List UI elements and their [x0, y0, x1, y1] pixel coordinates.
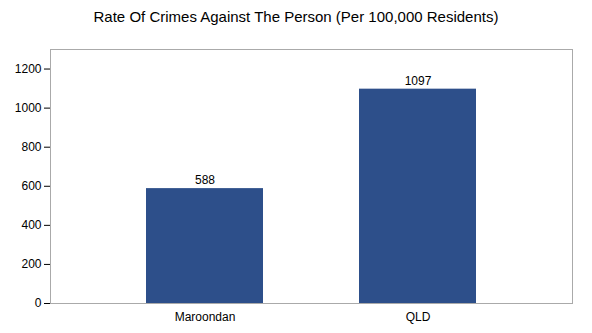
svg-text:0: 0 [35, 296, 42, 310]
svg-text:1000: 1000 [15, 101, 42, 115]
svg-text:QLD: QLD [406, 310, 431, 324]
svg-text:800: 800 [21, 140, 41, 154]
svg-text:1200: 1200 [15, 62, 42, 76]
svg-text:400: 400 [21, 218, 41, 232]
html-text:Rate Of Crimes Against The Per: Rate Of Crimes Against The Person (Per 1… [93, 8, 499, 25]
svg-text:200: 200 [21, 257, 41, 271]
svg-text:600: 600 [21, 179, 41, 193]
svg-text:1097: 1097 [405, 74, 432, 88]
svg-text:Maroondan: Maroondan [175, 310, 236, 324]
svg-text:588: 588 [195, 173, 215, 187]
